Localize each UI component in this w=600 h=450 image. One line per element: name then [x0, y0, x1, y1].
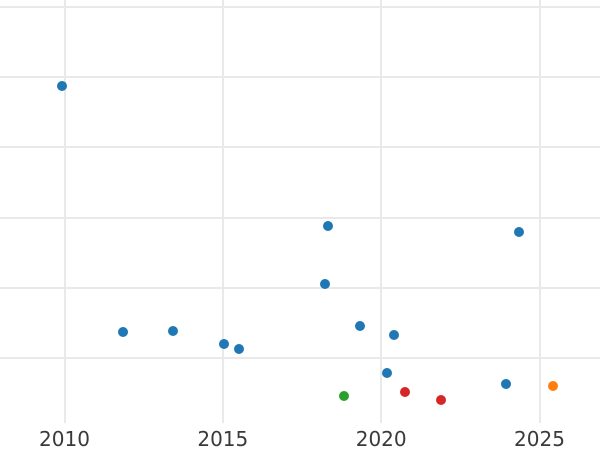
data-point-blue[interactable] — [168, 326, 179, 337]
data-point-blue[interactable] — [501, 378, 511, 389]
data-point-blue[interactable] — [219, 339, 229, 350]
data-point-blue[interactable] — [382, 368, 392, 378]
x-tick-label: 2010 — [39, 427, 90, 450]
vertical-gridline — [538, 0, 541, 423]
data-point-blue[interactable] — [319, 279, 330, 290]
data-point-blue[interactable] — [117, 327, 128, 337]
data-point-blue[interactable] — [234, 344, 244, 355]
x-tick-label: 2015 — [197, 427, 249, 450]
data-point-blue[interactable] — [57, 80, 67, 91]
horizontal-gridline — [0, 146, 600, 149]
data-point-blue[interactable] — [322, 221, 333, 231]
data-point-blue[interactable] — [388, 330, 399, 341]
horizontal-gridline — [0, 76, 600, 79]
data-point-orange[interactable] — [547, 380, 558, 391]
vertical-gridline — [380, 0, 383, 423]
data-point-green[interactable] — [339, 391, 349, 402]
horizontal-gridline — [0, 357, 600, 359]
horizontal-gridline — [0, 216, 600, 219]
horizontal-gridline — [0, 6, 600, 8]
data-point-blue[interactable] — [514, 227, 525, 237]
data-point-red[interactable] — [400, 386, 410, 397]
x-tick-label: 2025 — [514, 427, 565, 450]
horizontal-gridline — [0, 286, 600, 289]
data-point-blue[interactable] — [354, 321, 365, 332]
vertical-gridline — [63, 0, 66, 423]
vertical-gridline — [221, 0, 224, 423]
x-tick-label: 2020 — [355, 427, 407, 450]
data-point-red[interactable] — [435, 394, 446, 405]
